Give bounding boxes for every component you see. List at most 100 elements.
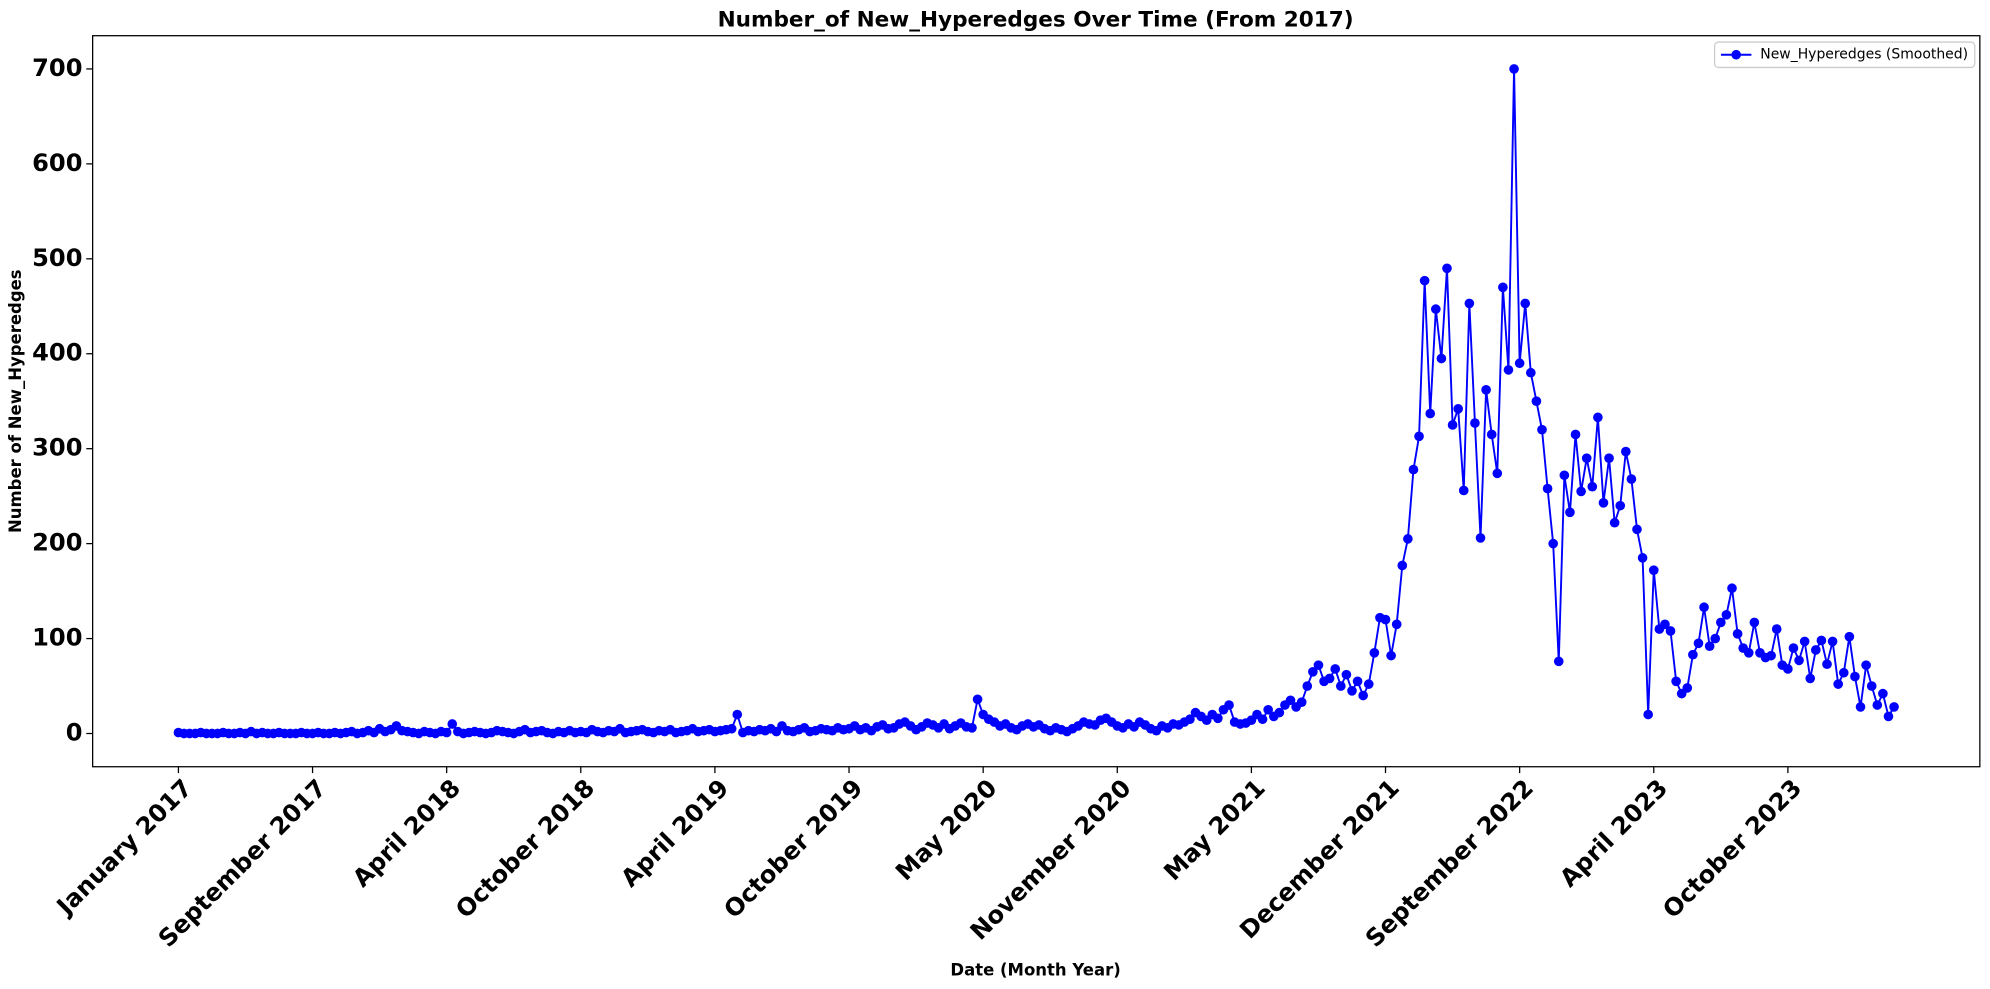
data-point: [1419, 275, 1430, 286]
data-point: [1213, 713, 1223, 724]
data-point: [1604, 453, 1614, 464]
data-point: [1263, 704, 1273, 715]
data-point: [1531, 396, 1542, 407]
y-tick-label: 700: [32, 54, 82, 82]
legend-box: [1713, 41, 1976, 69]
data-point: [1716, 617, 1726, 628]
data-point: [1688, 649, 1698, 660]
data-point: [1620, 446, 1631, 457]
data-point: [1721, 610, 1732, 620]
data-point: [1811, 645, 1821, 655]
data-point: [1537, 424, 1547, 435]
data-point: [1302, 681, 1313, 691]
data-point: [1503, 365, 1514, 375]
data-point: [1447, 420, 1458, 430]
data-point: [1805, 673, 1816, 684]
data-point: [732, 709, 743, 720]
data-point: [1581, 453, 1592, 464]
data-point: [1408, 464, 1419, 475]
data-point: [1799, 636, 1810, 647]
data-point: [1570, 429, 1581, 440]
data-point: [726, 723, 737, 734]
data-point: [1682, 683, 1693, 693]
data-point: [447, 719, 458, 729]
data-point: [972, 694, 983, 705]
data-point: [1850, 671, 1860, 682]
data-point: [1587, 481, 1598, 492]
data-point: [1866, 681, 1877, 691]
data-point: [1822, 659, 1832, 670]
data-point: [1872, 700, 1883, 710]
data-point: [1453, 403, 1463, 414]
data-point: [1498, 282, 1508, 293]
data-point: [1308, 666, 1318, 677]
data-point: [1632, 524, 1642, 535]
x-axis-label: Date (Month Year): [950, 961, 1120, 980]
data-point: [1296, 697, 1307, 707]
data-point: [1844, 631, 1855, 642]
data-point: [1827, 636, 1838, 647]
data-point: [1699, 602, 1709, 613]
data-point: [441, 727, 452, 738]
data-point: [1330, 664, 1341, 674]
data-point: [1335, 681, 1346, 691]
data-point: [1598, 497, 1609, 508]
data-point: [1643, 709, 1653, 720]
y-tick-label: 500: [32, 244, 82, 272]
data-point: [1185, 714, 1195, 725]
data-point: [1352, 676, 1363, 687]
data-point: [1626, 474, 1637, 484]
data-point: [1397, 560, 1408, 571]
data-point: [1224, 700, 1234, 710]
data-point: [1257, 714, 1268, 725]
data-point: [1520, 298, 1531, 309]
data-point: [1665, 626, 1676, 636]
data-point: [1671, 676, 1681, 687]
data-point: [1732, 628, 1743, 639]
legend-label: New_Hyperedges (Smoothed): [1760, 47, 1968, 63]
data-point: [1274, 707, 1285, 718]
data-point: [1403, 534, 1413, 544]
data-point: [1660, 619, 1670, 630]
data-point: [1481, 385, 1491, 395]
data-point: [1838, 667, 1849, 678]
y-tick-label: 300: [32, 434, 82, 462]
data-point: [1855, 702, 1866, 712]
y-tick-label: 0: [66, 719, 83, 747]
data-point: [1648, 565, 1659, 576]
data-point: [1542, 483, 1553, 494]
y-axis-label: Number of New_Hyperedges: [6, 269, 25, 533]
data-point: [1783, 664, 1793, 674]
data-point: [1553, 656, 1564, 667]
data-point: [1794, 655, 1804, 666]
data-point: [1347, 685, 1357, 696]
data-point: [1425, 408, 1436, 419]
data-point: [1833, 679, 1844, 689]
data-point: [1766, 650, 1776, 661]
data-point: [1548, 538, 1558, 549]
data-point: [1436, 353, 1447, 364]
data-point: [1727, 583, 1737, 594]
y-tick-label: 600: [32, 149, 82, 177]
data-point: [1430, 304, 1441, 314]
legend-marker: [1731, 49, 1741, 60]
data-point: [1391, 619, 1402, 630]
data-point: [1565, 507, 1575, 518]
data-point: [1710, 633, 1721, 644]
data-point: [1369, 647, 1380, 658]
data-point: [1637, 553, 1648, 563]
data-point: [1514, 358, 1525, 369]
legend: New_Hyperedges (Smoothed): [1713, 41, 1976, 69]
data-point: [1285, 695, 1296, 706]
data-point: [1878, 688, 1888, 699]
y-tick-label: 200: [32, 529, 82, 557]
data-point: [1593, 412, 1603, 423]
data-point: [1861, 660, 1871, 670]
data-point: [1771, 624, 1782, 634]
data-point: [1704, 641, 1715, 651]
data-point: [1559, 470, 1570, 481]
data-point: [1889, 702, 1899, 712]
data-point: [1380, 614, 1391, 625]
